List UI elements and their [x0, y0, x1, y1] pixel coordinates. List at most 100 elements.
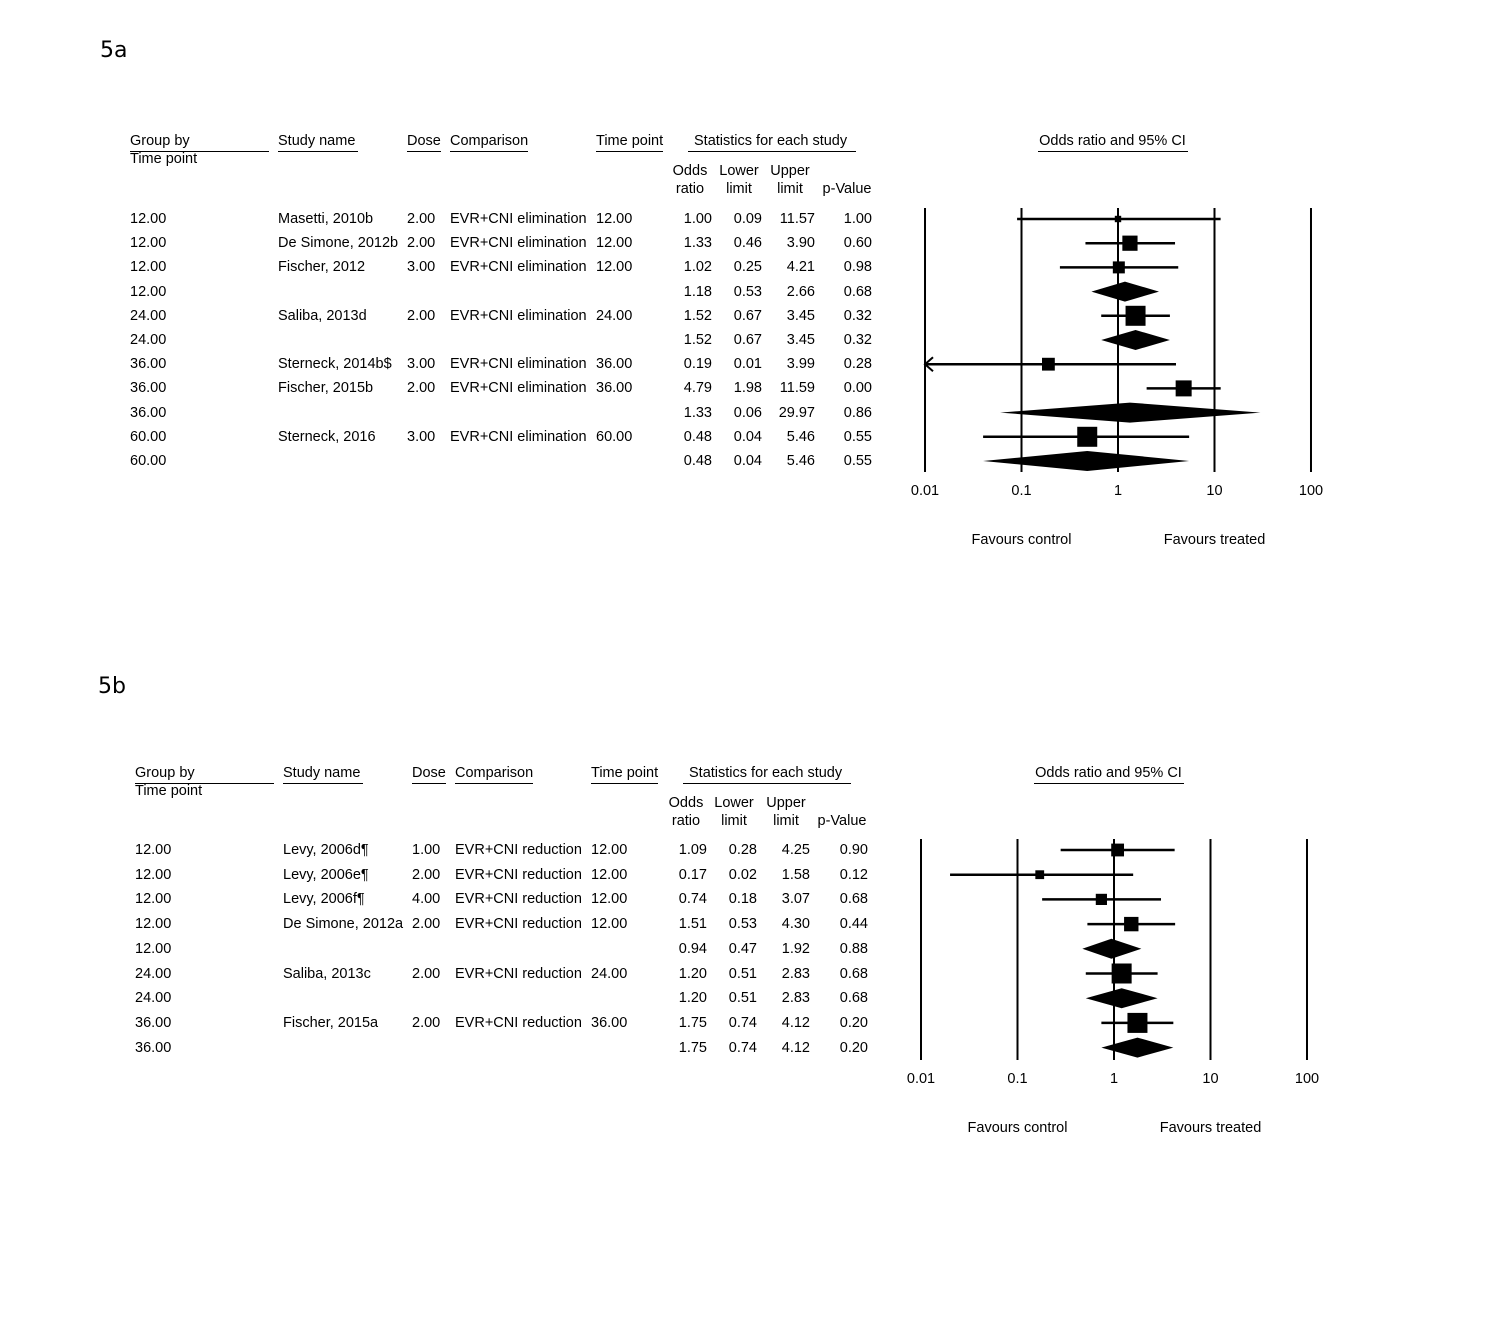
cell-odds-ratio: 0.19 — [683, 356, 712, 373]
cell-study-name: Fischer, 2015b — [278, 380, 374, 397]
cell-group: 12.00 — [130, 235, 167, 252]
cell-time-point: 12.00 — [596, 259, 633, 276]
cell-p-value: 0.00 — [843, 380, 872, 397]
cell-p-value: 0.86 — [843, 404, 872, 421]
panel-label: 5b — [98, 674, 126, 699]
axis-tick-label: 0.01 — [906, 1071, 936, 1087]
header-time-point: Time point — [591, 765, 659, 781]
cell-upper-limit: 2.83 — [781, 990, 810, 1007]
cell-lower-limit: 0.06 — [733, 404, 762, 421]
cell-study-name: Levy, 2006f¶ — [283, 891, 365, 908]
cell-group: 12.00 — [135, 940, 172, 957]
cell-lower-limit: 0.18 — [728, 891, 757, 908]
cell-time-point: 12.00 — [591, 916, 628, 933]
cell-lower-limit: 0.09 — [733, 211, 762, 227]
cell-lower-limit: 0.46 — [733, 235, 762, 252]
cell-p-value: 0.32 — [843, 332, 872, 348]
header-upper-bottom: limit — [777, 181, 803, 197]
plot-title: Odds ratio and 95% CI — [1039, 133, 1186, 149]
point-estimate-square — [1111, 843, 1125, 857]
cell-study-name: Sterneck, 2016 — [278, 428, 376, 445]
cell-upper-limit: 4.21 — [786, 259, 815, 276]
point-estimate-square — [1042, 357, 1055, 371]
cell-p-value: 0.68 — [839, 965, 868, 982]
cell-comparison: EVR+CNI elimination — [450, 235, 587, 252]
cell-odds-ratio: 1.02 — [683, 259, 712, 276]
cell-lower-limit: 0.25 — [733, 259, 762, 276]
point-estimate-square — [1114, 215, 1122, 223]
cell-lower-limit: 0.53 — [733, 283, 762, 300]
axis-tick-label: 100 — [1294, 1071, 1320, 1087]
cell-upper-limit: 3.45 — [786, 307, 815, 324]
axis-tick-label: 0.1 — [1011, 483, 1032, 499]
cell-upper-limit: 3.90 — [786, 235, 815, 252]
point-estimate-square — [1077, 426, 1098, 447]
cell-upper-limit: 3.45 — [786, 332, 815, 348]
cell-lower-limit: 0.74 — [728, 1039, 757, 1056]
cell-lower-limit: 0.01 — [733, 356, 762, 373]
cell-odds-ratio: 1.52 — [683, 332, 712, 348]
header-statistics: Statistics for each study — [694, 133, 848, 149]
point-estimate-square — [1124, 916, 1139, 932]
cell-p-value: 0.90 — [839, 842, 868, 858]
header-underline — [591, 783, 658, 784]
point-estimate-square — [1127, 1012, 1148, 1033]
cell-study-name: Levy, 2006d¶ — [283, 842, 369, 858]
cell-dose: 2.00 — [407, 380, 436, 397]
cell-time-point: 12.00 — [596, 235, 633, 252]
header-lower-top: Lower — [714, 795, 754, 811]
plot-title: Odds ratio and 95% CI — [1035, 765, 1182, 781]
cell-lower-limit: 0.74 — [728, 1014, 757, 1031]
cell-dose: 2.00 — [412, 866, 441, 883]
point-estimate-square — [1175, 380, 1192, 397]
cell-p-value: 0.55 — [843, 428, 872, 445]
header-time-point-sub: Time point — [135, 783, 203, 799]
header-time-point-sub: Time point — [130, 151, 198, 167]
favours-control-label: Favours control — [971, 532, 1072, 548]
cell-group: 60.00 — [130, 453, 167, 469]
cell-time-point: 12.00 — [591, 891, 628, 908]
summary-diamond — [1085, 988, 1158, 1009]
cell-lower-limit: 0.28 — [728, 842, 757, 858]
point-estimate-square — [1125, 305, 1146, 326]
cell-time-point: 12.00 — [596, 211, 633, 227]
cell-comparison: EVR+CNI elimination — [450, 259, 587, 276]
cell-p-value: 0.88 — [839, 940, 868, 957]
point-estimate-square — [1112, 261, 1125, 274]
cell-group: 24.00 — [135, 990, 172, 1007]
cell-upper-limit: 3.07 — [781, 891, 810, 908]
cell-p-value: 0.60 — [843, 235, 872, 252]
cell-upper-limit: 2.83 — [781, 965, 810, 982]
cell-upper-limit: 5.46 — [786, 453, 815, 469]
cell-odds-ratio: 1.18 — [683, 283, 712, 300]
cell-group: 12.00 — [135, 842, 172, 858]
panel-label: 5a — [100, 38, 128, 63]
cell-odds-ratio: 1.52 — [683, 307, 712, 324]
point-estimate-square — [1111, 963, 1132, 984]
cell-p-value: 0.68 — [839, 990, 868, 1007]
cell-dose: 2.00 — [407, 211, 436, 227]
summary-diamond — [1101, 329, 1170, 350]
cell-odds-ratio: 1.20 — [678, 965, 707, 982]
cell-upper-limit: 4.25 — [781, 842, 810, 858]
summary-diamond — [983, 450, 1190, 471]
favours-control-label: Favours control — [967, 1120, 1068, 1136]
cell-dose: 1.00 — [412, 842, 441, 858]
cell-dose: 3.00 — [407, 259, 436, 276]
cell-p-value: 0.20 — [839, 1014, 868, 1031]
cell-dose: 2.00 — [407, 235, 436, 252]
cell-comparison: EVR+CNI reduction — [455, 916, 582, 933]
cell-lower-limit: 0.53 — [728, 916, 757, 933]
cell-group: 36.00 — [135, 1014, 172, 1031]
forest-plot — [923, 208, 1312, 472]
cell-study-name: Saliba, 2013c — [283, 965, 371, 982]
cell-p-value: 0.12 — [839, 866, 868, 883]
cell-group: 36.00 — [130, 404, 167, 421]
cell-p-value: 0.44 — [839, 916, 868, 933]
cell-group: 12.00 — [130, 211, 167, 227]
cell-odds-ratio: 1.33 — [683, 235, 712, 252]
cell-group: 24.00 — [135, 965, 172, 982]
cell-group: 12.00 — [130, 259, 167, 276]
cell-study-name: De Simone, 2012a — [283, 916, 404, 933]
cell-comparison: EVR+CNI elimination — [450, 356, 587, 373]
